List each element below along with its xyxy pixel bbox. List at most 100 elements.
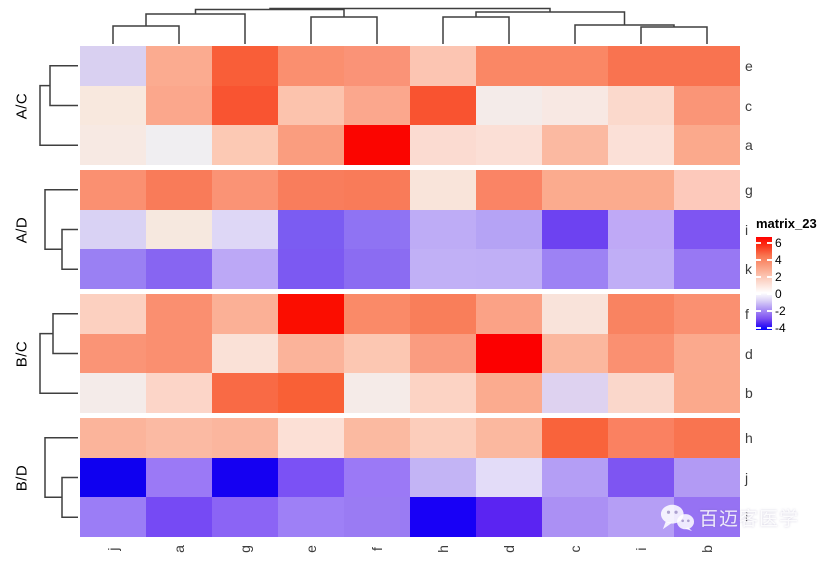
heatmap-cell [212,125,278,165]
legend-title: matrix_23 [756,216,817,231]
heatmap-cell [542,209,608,250]
heatmap-cell [212,497,278,537]
row-label: k [745,261,752,278]
column-label: h [435,545,451,553]
heatmap-cell [80,125,146,165]
heatmap-group-bc [80,294,740,413]
heatmap-cell [542,46,608,86]
heatmap-cell [212,249,278,289]
heatmap-cell [212,457,278,498]
heatmap-cell [80,418,146,458]
legend-tick-mark [756,292,761,295]
legend-tick-label: 2 [775,270,782,285]
heatmap-cell [542,294,608,334]
row-label: i [745,221,749,238]
legend-tick-mark [756,275,761,278]
heatmap-cell [410,125,476,165]
heatmap-cell [80,333,146,374]
row-label: j [745,469,749,486]
heatmap-cell [212,373,278,413]
heatmap-cell [146,125,212,165]
heatmap-cell [476,46,542,86]
heatmap-cell [344,333,410,374]
heatmap-cell [278,209,344,250]
heatmap-cell [344,249,410,289]
heatmap-cell [146,333,212,374]
heatmap-cell [212,46,278,86]
heatmap-cell [212,294,278,334]
heatmap-cell [674,418,740,458]
heatmap-cell [212,209,278,250]
heatmap-cell [410,457,476,498]
column-label: b [699,545,715,553]
row-group-label: B/C [13,340,31,367]
row-group-label: A/C [13,92,31,119]
heatmap-cell [476,333,542,374]
column-label: e [303,545,319,553]
row-group-label: B/D [13,464,31,491]
heatmap-cell [476,497,542,537]
heatmap-cell [146,457,212,498]
heatmap-cell [80,46,146,86]
legend-tick-mark [756,326,761,329]
row-dendrogram-ac [39,65,78,146]
heatmap-cell [146,373,212,413]
heatmap-cell [608,85,674,126]
heatmap-cell [410,294,476,334]
heatmap-cell [542,497,608,537]
row-label: e [745,57,753,74]
heatmap-cell [80,497,146,537]
heatmap-cell [146,497,212,537]
column-dendrogram [112,7,708,44]
heatmap-cell [542,125,608,165]
heatmap-cell [476,457,542,498]
heatmap-cell [608,457,674,498]
heatmap-cell [410,209,476,250]
heatmap-cell [674,333,740,374]
legend-tick-label: -4 [775,321,786,336]
heatmap-cell [80,249,146,289]
heatmap-cell [476,209,542,250]
row-label: c [745,97,752,114]
legend-tick-mark [767,258,772,261]
heatmap-cell [146,46,212,86]
legend-tick-mark [767,309,772,312]
heatmap-cell [80,170,146,210]
heatmap-cell [344,125,410,165]
heatmap-cell [212,170,278,210]
row-dendrograms [39,65,78,518]
legend-tick-mark [767,241,772,244]
watermark: 百迈客医学 [660,502,799,532]
heatmap-cell [146,294,212,334]
heatmap-cell [278,497,344,537]
heatmap-cell [542,85,608,126]
heatmap-cell [674,125,740,165]
heatmap-cell [476,125,542,165]
heatmap-cell [344,418,410,458]
heatmap-cell [608,294,674,334]
heatmap-cell [146,249,212,289]
heatmap-cell [542,333,608,374]
row-label: a [745,137,753,154]
heatmap-cell [608,418,674,458]
heatmap-cell [410,249,476,289]
row-label: l [745,509,749,526]
heatmap-cell [344,457,410,498]
legend-tick-mark [767,326,772,329]
heatmap-cell [608,46,674,86]
heatmap-cell [542,170,608,210]
heatmap-cell [344,46,410,86]
heatmap-cell [344,209,410,250]
heatmap-cell [212,418,278,458]
heatmap-cell [212,85,278,126]
heatmap-cell [608,249,674,289]
heatmap-cell [608,209,674,250]
heatmap-cell [674,46,740,86]
legend-tick-mark [767,275,772,278]
legend-tick-mark [756,258,761,261]
heatmap-cell [146,418,212,458]
heatmap-cell [80,457,146,498]
heatmap-cell [542,249,608,289]
heatmap-cell [674,294,740,334]
heatmap-cell [344,85,410,126]
